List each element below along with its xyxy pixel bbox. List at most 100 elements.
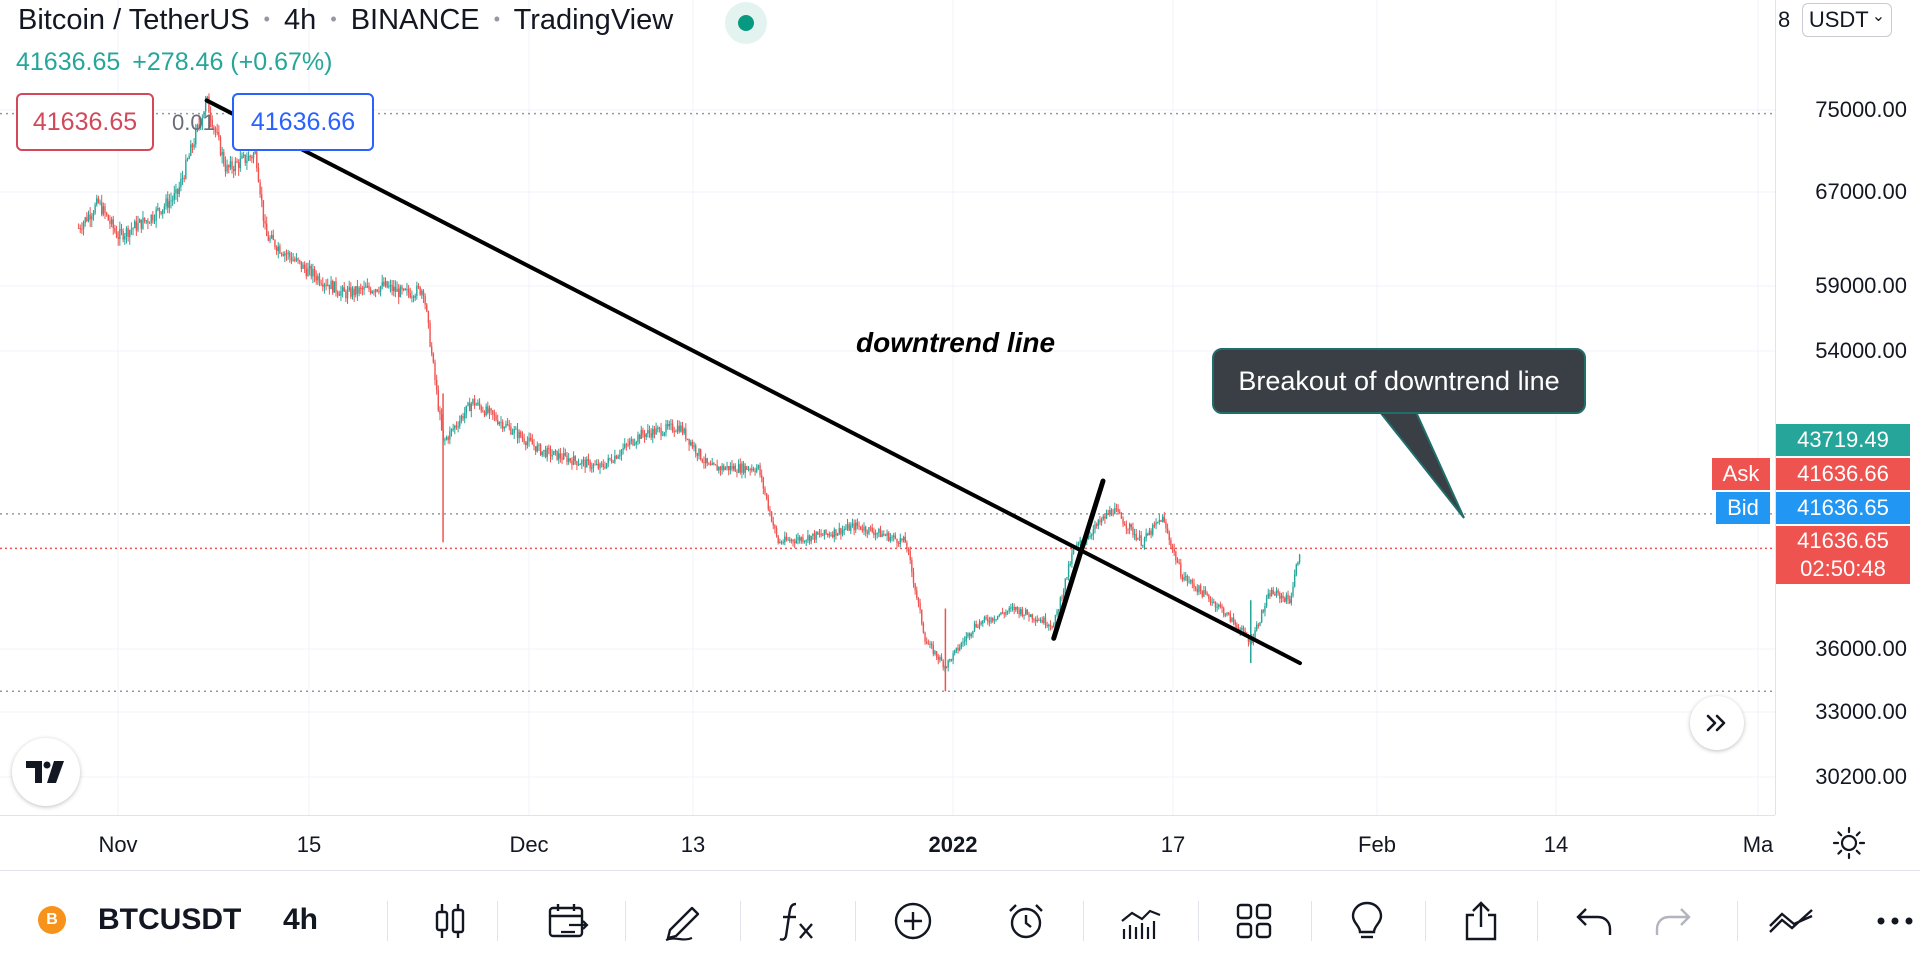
candle-body [356,286,359,294]
candle-body [1099,520,1101,523]
sell-button[interactable]: 41636.65 [16,93,154,151]
candle-body [813,533,816,540]
candle-body [221,151,223,156]
market-status-icon[interactable] [725,2,767,44]
alert-button[interactable] [998,893,1054,949]
candle-body [1173,548,1175,552]
undo-button[interactable] [1566,893,1622,949]
candle-body [594,464,596,466]
candle-body [818,533,821,535]
candle-body [1064,578,1066,591]
candle-body [437,390,439,411]
candle-body [148,222,151,224]
chevrons-right-icon [1706,714,1726,732]
candle-body [653,428,656,435]
candle-body [528,437,530,442]
candle-body [132,228,134,230]
compare-button[interactable] [540,893,596,949]
candle-body [894,535,897,539]
candle-body [127,228,129,238]
candle-body [163,206,166,210]
indicators-button[interactable] [770,893,826,949]
time-axis[interactable]: Nov 15 Dec 13 2022 17 Feb 14 Ma [0,815,1775,871]
candle-body [1044,617,1047,626]
candle-body [211,119,213,128]
candle-body [462,415,464,419]
candle-body [922,623,925,633]
candle-body [497,420,499,425]
interval-button[interactable]: 4h [283,903,319,936]
candle-body [1208,594,1210,600]
candle-body [91,216,93,220]
candle-body [1069,563,1071,565]
candle-body [567,458,570,463]
share-button[interactable] [1453,893,1509,949]
scroll-to-realtime-button[interactable] [1690,696,1744,750]
candle-body [143,217,146,222]
currency-select[interactable]: USDT ⌄ [1802,3,1892,37]
candle-body [751,468,753,471]
price-axis[interactable]: 8 USDT ⌄ 75000.00 67000.00 59000.00 5400… [1712,0,1920,815]
trend-button[interactable] [1764,893,1820,949]
candle-body [1089,535,1091,537]
candle-body [1290,595,1293,604]
candle-body [256,151,258,169]
candle-body [480,406,482,411]
breakout-line [1051,478,1106,641]
candle-body [170,200,172,202]
candle-body [683,428,685,434]
candle-body [246,160,248,163]
bid-label: Bid [1716,492,1770,524]
candle-body [779,541,781,544]
candle-body [360,287,362,289]
candle-body [916,590,918,598]
candle-body [795,539,798,544]
candle-body [233,169,235,172]
candle-body [447,437,449,440]
candle-body [1194,587,1197,589]
candle-body [718,467,720,471]
drawing-button[interactable] [656,893,712,949]
candle-body [770,511,773,522]
candle-body [104,206,106,213]
candle-body [153,220,156,222]
candle-body [277,246,279,252]
candle-body [993,619,996,621]
breakout-callout[interactable]: Breakout of downtrend line [1212,348,1586,414]
candle-body [1056,610,1058,615]
sun-settings-icon[interactable] [1832,826,1866,860]
candle-body [472,399,474,404]
candle-body [807,535,809,541]
candle-body [1203,590,1205,597]
buy-button[interactable]: 41636.66 [232,93,374,151]
downtrend-label[interactable]: downtrend line [856,327,1056,358]
symbol-button[interactable]: BTCUSDT [98,903,242,936]
candle-body [168,201,171,208]
redo-button[interactable] [1645,893,1701,949]
add-icon [894,902,932,940]
candle-body [89,214,91,220]
symbol-title[interactable]: Bitcoin / TetherUS • 4h • BINANCE • Trad… [18,4,673,37]
candle-body [1029,614,1032,618]
candle-body [731,465,733,470]
ideas-button[interactable] [1339,893,1395,949]
candle-body [741,463,743,473]
layout-button[interactable] [1226,893,1282,949]
candle-body [426,304,428,312]
chart-area[interactable]: Bitcoin / TetherUS • 4h • BINANCE • Trad… [0,0,1775,815]
add-button[interactable] [885,893,941,949]
candle-body [1274,594,1276,596]
candle-body [125,228,128,237]
candle-body [680,425,682,432]
tradingview-logo-icon[interactable] [12,738,80,806]
more-button[interactable] [1872,893,1920,949]
candle-body [995,619,997,621]
candle-body [376,289,378,292]
candle-body [1180,563,1182,577]
bitcoin-icon[interactable]: B [38,906,66,934]
candle-body [1028,614,1030,618]
strategy-button[interactable] [1113,893,1169,949]
chart-type-button[interactable] [422,893,478,949]
candle-body [404,288,406,290]
price-chart[interactable] [0,0,1775,815]
